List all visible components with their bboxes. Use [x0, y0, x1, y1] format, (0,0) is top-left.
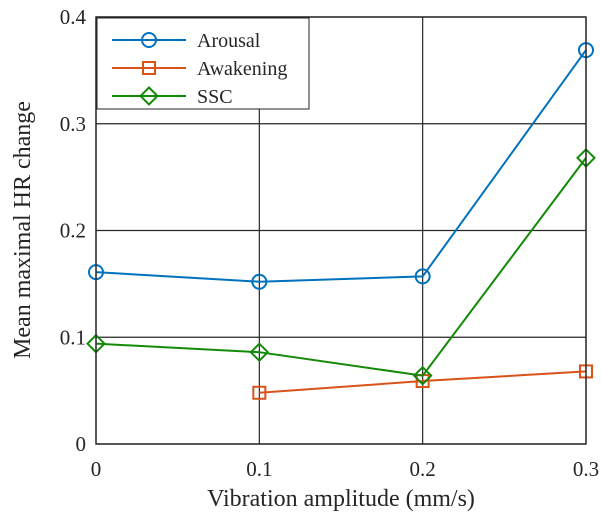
tick-labels: 0 0.1 0.2 0.3 0 0.1 0.2 0.3 0.4 — [60, 5, 599, 481]
y-tick-label: 0.4 — [60, 5, 87, 29]
data-point-arousal — [251, 273, 268, 290]
series-line-awakening — [259, 370, 587, 394]
x-tick-label: 0.3 — [573, 457, 599, 481]
legend-entry-awakening: Awakening — [112, 58, 287, 80]
series-ssc — [86, 147, 596, 386]
legend-label-arousal: Arousal — [197, 30, 261, 52]
legend-marker-awakening — [142, 61, 156, 75]
data-point-ssc — [412, 365, 433, 386]
data-point-arousal — [414, 268, 431, 285]
x-tick-label: 0.1 — [246, 457, 272, 481]
legend-label-ssc: SSC — [197, 86, 233, 108]
legend-box — [96, 17, 310, 110]
legend-marker-arousal — [141, 32, 157, 48]
legend-label-awakening: Awakening — [197, 58, 287, 80]
y-axis-title: Mean maximal HR change — [10, 101, 36, 359]
y-tick-label: 0.3 — [60, 112, 86, 136]
legend-entry-ssc: SSC — [112, 86, 233, 108]
data-point-ssc — [249, 342, 270, 363]
x-tick-label: 0.2 — [410, 457, 436, 481]
data-point-awakening — [252, 385, 267, 400]
legend: Arousal Awakening SSC — [96, 17, 310, 110]
y-tick-label: 0 — [76, 432, 87, 456]
legend-marker-ssc — [139, 86, 159, 106]
y-tick-label: 0.1 — [60, 325, 86, 349]
series-line-ssc — [95, 157, 587, 377]
y-tick-label: 0.2 — [60, 219, 86, 243]
series-line-arousal — [95, 49, 587, 283]
legend-entry-arousal: Arousal — [112, 30, 261, 52]
plot-frame — [95, 16, 587, 445]
x-axis-title: Vibration amplitude (mm/s) — [207, 486, 475, 512]
x-tick-label: 0 — [91, 457, 102, 481]
